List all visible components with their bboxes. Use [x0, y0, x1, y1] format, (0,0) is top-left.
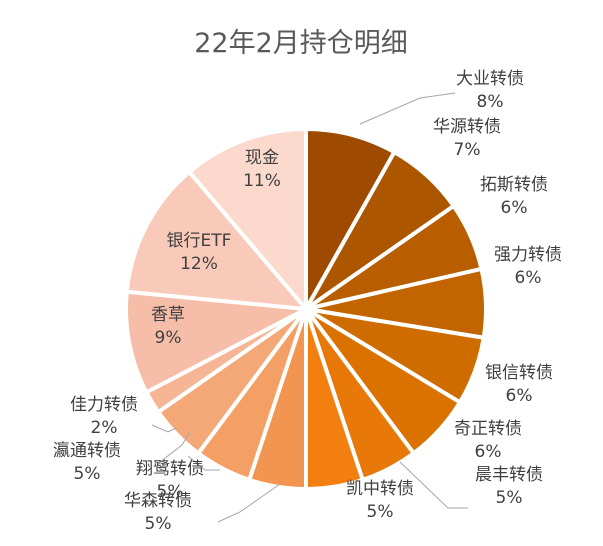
- slice-name-label: 强力转债: [494, 245, 562, 265]
- leader-line: [399, 461, 468, 509]
- slice-percent-label: 8%: [477, 92, 504, 112]
- chart-title: 22年2月持仓明细: [194, 28, 408, 59]
- leader-line: [217, 483, 281, 523]
- slice-name-label: 大业转债: [456, 69, 524, 89]
- slice-name-label: 佳力转债: [70, 395, 138, 415]
- slice-percent-label: 11%: [243, 171, 281, 191]
- slice-name-label: 华源转债: [433, 117, 501, 137]
- slice-name-label: 奇正转债: [454, 419, 522, 439]
- slice-percent-label: 5%: [496, 488, 523, 508]
- slice-labels: 大业转债 8% 华源转债 7% 拓斯转债 6% 强力转债 6% 银信转债 6% 奇正转债 6% 晨丰转债…: [53, 69, 562, 534]
- leader-line: [187, 455, 220, 471]
- slice-name-label: 晨丰转债: [475, 465, 543, 485]
- slice-percent-label: 5%: [157, 482, 184, 502]
- leader-line: [159, 431, 191, 463]
- pie-slices: [124, 127, 488, 491]
- slice-name-label: 瀛通转债: [53, 440, 121, 461]
- slice-percent-label: 5%: [145, 514, 172, 534]
- leader-line: [151, 424, 177, 433]
- slice-name-label: 拓斯转债: [480, 175, 548, 195]
- leader-lines: [151, 92, 468, 523]
- slice-name-label: 银信转债: [485, 363, 553, 383]
- slice-name-label: 香草: [151, 305, 185, 325]
- slice-percent-label: 7%: [454, 140, 481, 160]
- slice-name-label: 银行ETF: [167, 231, 232, 251]
- pie-slice: [124, 169, 308, 311]
- slice-name-label: 凯中转债: [346, 479, 414, 499]
- slice-percent-label: 12%: [180, 254, 218, 274]
- slice-percent-label: 6%: [506, 386, 533, 406]
- slice-percent-label: 6%: [475, 442, 502, 462]
- slice-percent-label: 6%: [515, 268, 542, 288]
- slice-percent-label: 5%: [367, 502, 394, 522]
- slice-name-label: 现金: [245, 148, 279, 168]
- slice-name-label: 翔鹭转债: [136, 459, 204, 479]
- slice-percent-label: 9%: [155, 328, 182, 348]
- slice-percent-label: 5%: [74, 464, 101, 484]
- slice-name-label: 华森转债: [124, 491, 192, 511]
- slice-percent-label: 6%: [501, 198, 528, 218]
- pie-slice: [124, 289, 308, 395]
- slice-percent-label: 2%: [91, 418, 118, 438]
- pie-slice: [187, 127, 308, 311]
- leader-line: [359, 92, 456, 125]
